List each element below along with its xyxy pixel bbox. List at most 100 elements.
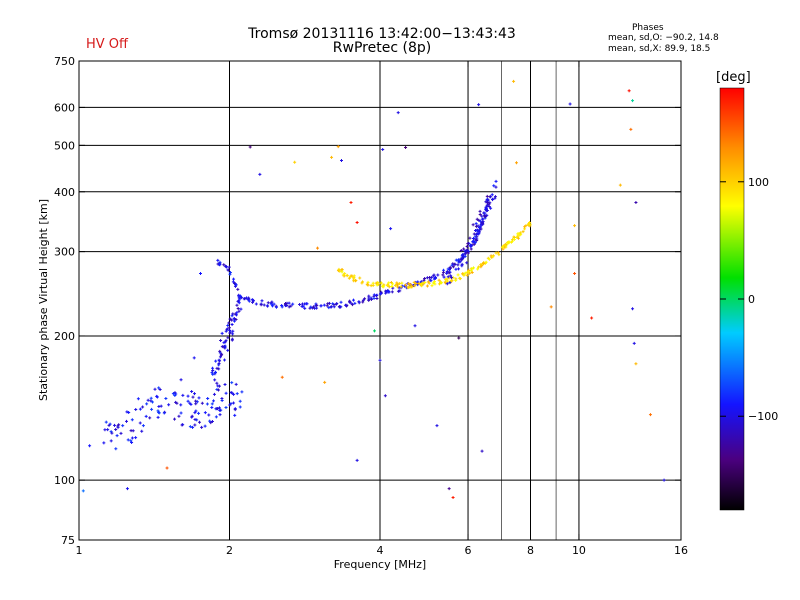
echo-point [217,406,221,410]
echo-point [332,305,336,309]
echo-point [232,392,236,396]
y-tick-label: 600 [54,101,75,114]
echo-point [372,293,376,297]
echo-point [367,298,371,302]
echo-point [231,329,235,333]
echo-point [223,383,227,387]
echo-point [428,275,432,279]
echo-point [491,255,495,259]
echo-point [117,423,121,427]
echo-point [149,399,153,403]
echo-point [109,439,113,443]
echo-point [200,401,204,405]
echo-point [410,285,414,289]
echo-point [248,145,252,149]
echo-point [493,195,497,199]
echo-point [285,304,289,308]
echo-point [375,283,379,287]
echo-point [247,299,251,303]
echo-point [414,282,418,286]
echo-point [477,231,481,235]
echo-point [179,411,183,415]
echo-point [487,205,491,209]
echo-point [298,302,302,306]
echo-point [246,297,250,301]
chart-title: Tromsø 20131116 13:42:00−13:43:43 [248,26,516,42]
echo-point [109,430,113,434]
echo-point [437,278,441,282]
echo-point [104,420,108,424]
echo-point [171,392,175,396]
echo-point [485,213,489,217]
echo-point [226,323,230,327]
echo-point [458,276,462,280]
echo-point [293,160,297,164]
echo-point [220,352,224,356]
echo-point [149,396,153,400]
echo-point [230,338,234,342]
echo-point [451,265,455,269]
echo-point [627,89,631,93]
echo-point [210,406,214,410]
echo-point [352,276,356,280]
echo-point [217,384,221,388]
echo-point [432,277,436,281]
echo-point [327,306,331,310]
echo-point [473,235,477,239]
colorbar-ticks: 100 0 −100 [720,176,778,423]
echo-point [212,399,216,403]
echo-point [648,413,652,417]
echo-point [200,425,204,429]
echo-point [494,185,498,189]
echo-point [234,382,238,386]
echo-point [407,282,411,286]
echo-point [226,268,230,272]
echo-point [165,466,169,470]
echo-point [81,489,85,493]
echo-point [198,420,202,424]
echo-point [215,387,219,391]
echo-point [590,316,594,320]
colorbar-tick-label: 100 [748,176,769,189]
echo-point [467,270,471,274]
echo-point [485,194,489,198]
echo-point [191,395,195,399]
echo-point [501,245,505,249]
echo-point [339,158,343,162]
echo-point [251,300,255,304]
echo-point [230,318,234,322]
echo-point [363,297,367,301]
echo-point [312,305,316,309]
echo-point [447,268,451,272]
data-points [81,79,666,499]
echo-point [466,242,470,246]
echo-point [478,213,482,217]
echo-point [387,281,391,285]
echo-point [446,279,450,283]
echo-point [484,205,488,209]
echo-point [231,332,235,336]
echo-point [220,399,224,403]
echo-point [258,172,262,176]
echo-point [173,417,177,421]
echo-point [153,387,157,391]
echo-point [174,400,178,404]
echo-point [456,273,460,277]
echo-point [336,145,340,149]
echo-point [259,303,263,307]
echo-point [470,267,474,271]
echo-point [413,284,417,288]
echo-point [433,282,437,286]
echo-point [218,359,222,363]
echo-point [367,294,371,298]
echo-point [228,272,232,276]
echo-point [460,254,464,258]
echo-point [245,296,249,300]
echo-point [138,421,142,425]
echo-point [381,148,385,152]
echo-point [287,305,291,309]
echo-point [378,358,382,362]
echo-point [223,344,227,348]
echo-point [228,317,232,321]
y-tick-label: 500 [54,139,75,152]
